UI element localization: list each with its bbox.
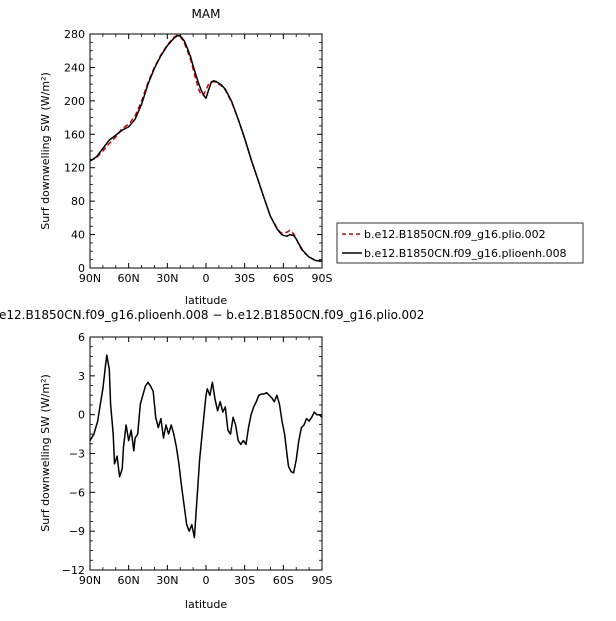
bottom-chart-xlabel: latitude	[185, 598, 227, 611]
bottom-xtick-label: 30S	[234, 574, 255, 587]
bottom-chart-ylabel: Surf downwelling SW (W/m²)	[39, 374, 52, 532]
bottom-xtick-label: 60S	[273, 574, 294, 587]
bottom-ytick-label: −9	[69, 525, 85, 538]
bottom-xtick-label: 90N	[79, 574, 101, 587]
bottom-panel: b.e12.B1850CN.f09_g16.plioenh.008 − b.e1…	[0, 308, 424, 611]
bottom-xtick-label: 0	[203, 574, 210, 587]
top-plot-frame	[89, 33, 323, 269]
top-xtick-label: 60N	[118, 272, 140, 285]
top-ytick-label: 0	[78, 262, 85, 275]
legend-label-plio: b.e12.B1850CN.f09_g16.plio.002	[364, 228, 546, 241]
top-ytick-label: 240	[64, 61, 85, 74]
top-chart-xlabel: latitude	[185, 294, 227, 307]
bottom-ytick-label: 3	[78, 370, 85, 383]
top-xtick-label: 0	[203, 272, 210, 285]
top-panel: MAM Surf downwelling SW (W/m²) latitude …	[39, 7, 584, 307]
top-series-line-0	[89, 34, 323, 263]
top-xtick-label: 90S	[312, 272, 333, 285]
top-ytick-label: 120	[64, 162, 85, 175]
bottom-xtick-label: 60N	[118, 574, 140, 587]
top-xtick-label: 90N	[79, 272, 101, 285]
legend: b.e12.B1850CN.f09_g16.plio.002 b.e12.B18…	[336, 222, 584, 264]
legend-box	[336, 222, 584, 264]
top-ytick-label: 200	[64, 95, 85, 108]
bottom-ytick-label: −3	[69, 448, 85, 461]
bottom-ytick-label: 6	[78, 331, 85, 344]
legend-label-plioenh: b.e12.B1850CN.f09_g16.plioenh.008	[364, 247, 567, 260]
bottom-xtick-label: 90S	[312, 574, 333, 587]
bottom-ytick-label: −12	[62, 564, 85, 577]
bottom-ytick-label: 0	[78, 409, 85, 422]
bottom-chart-title: b.e12.B1850CN.f09_g16.plioenh.008 − b.e1…	[0, 308, 424, 322]
bottom-plot-frame	[89, 336, 323, 571]
top-ytick-label: 80	[71, 195, 85, 208]
top-xtick-label: 60S	[273, 272, 294, 285]
top-ytick-label: 40	[71, 229, 85, 242]
bottom-ytick-label: −6	[69, 486, 85, 499]
bottom-xtick-label: 30N	[156, 574, 178, 587]
top-chart-ylabel: Surf downwelling SW (W/m²)	[39, 72, 52, 230]
top-chart-title: MAM	[192, 7, 221, 21]
top-series-line-1	[89, 34, 323, 263]
bottom-series-line-0	[89, 354, 323, 539]
top-ytick-label: 280	[64, 28, 85, 41]
top-ytick-label: 160	[64, 128, 85, 141]
top-xtick-label: 30S	[234, 272, 255, 285]
top-xtick-label: 30N	[156, 272, 178, 285]
